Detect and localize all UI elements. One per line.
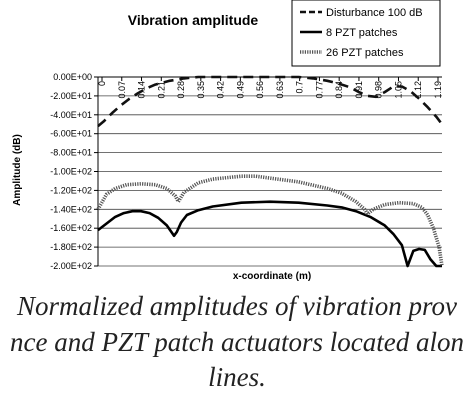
y-tick-label: -8.00E+01 — [50, 148, 92, 158]
x-tick-label: 0.91 — [354, 81, 364, 99]
legend-label-2: 8 PZT patches — [326, 27, 398, 39]
x-tick-label: 0.98 — [374, 81, 384, 99]
x-tick-label: 0.84 — [334, 81, 344, 99]
x-tick-label: 0.42 — [216, 81, 226, 99]
x-tick-label: 0.56 — [255, 81, 265, 99]
y-tick-label: -1.80E+02 — [50, 242, 92, 252]
x-axis-label: x-coordinate (m) — [233, 271, 311, 282]
y-tick-label: -1.60E+02 — [50, 223, 92, 233]
caption-line-3: lines. — [208, 362, 266, 392]
y-tick-label: -1.00E+02 — [50, 167, 92, 177]
x-tick-label: 0.7 — [295, 81, 305, 94]
y-tick-label: -1.20E+02 — [50, 185, 92, 195]
x-tick-label: 1.19 — [433, 81, 443, 99]
legend-label-1: Disturbance 100 dB — [326, 7, 423, 19]
y-tick-label: -2.00E+01 — [50, 91, 92, 101]
x-tick-label: 0.35 — [196, 81, 206, 99]
x-tick-label: 0.28 — [176, 81, 186, 99]
y-axis-label: Amplitude (dB) — [12, 134, 23, 206]
x-tick-label: 0.49 — [235, 81, 245, 99]
y-tick-label: -4.00E+01 — [50, 110, 92, 120]
plot-area: 0.00E+00 -2.00E+01 -4.00E+01 -6.00E+01 -8.00… — [50, 72, 444, 271]
legend: Disturbance 100 dB 8 PZT patches 26 PZT pa… — [291, 0, 441, 67]
x-tick-label: 1.12 — [413, 81, 423, 99]
x-tick-label: 0.21 — [156, 81, 166, 99]
x-tick-label: 0 — [97, 81, 107, 86]
x-tick-label: 0.77 — [314, 81, 324, 99]
y-tick-label: -1.40E+02 — [50, 204, 92, 214]
x-tick-label: 0.07 — [117, 81, 127, 99]
y-tick-label: 0.00E+00 — [53, 72, 92, 82]
x-tick-label: 1.05 — [393, 81, 403, 99]
legend-label-3: 26 PZT patches — [326, 47, 404, 59]
x-tick-label: 0.63 — [275, 81, 285, 99]
series-line-2 — [97, 200, 442, 268]
caption-line-2: nce and PZT patch actuators located alon — [10, 327, 464, 357]
caption-line-1: Normalized amplitudes of vibration prov — [17, 291, 457, 321]
series-line-1 — [97, 75, 444, 128]
y-tick-label: -2.00E+02 — [50, 261, 92, 271]
chart-title: Vibration amplitude — [128, 12, 259, 28]
y-tick-label: -6.00E+01 — [50, 129, 92, 139]
series-line-3 — [96, 174, 444, 267]
